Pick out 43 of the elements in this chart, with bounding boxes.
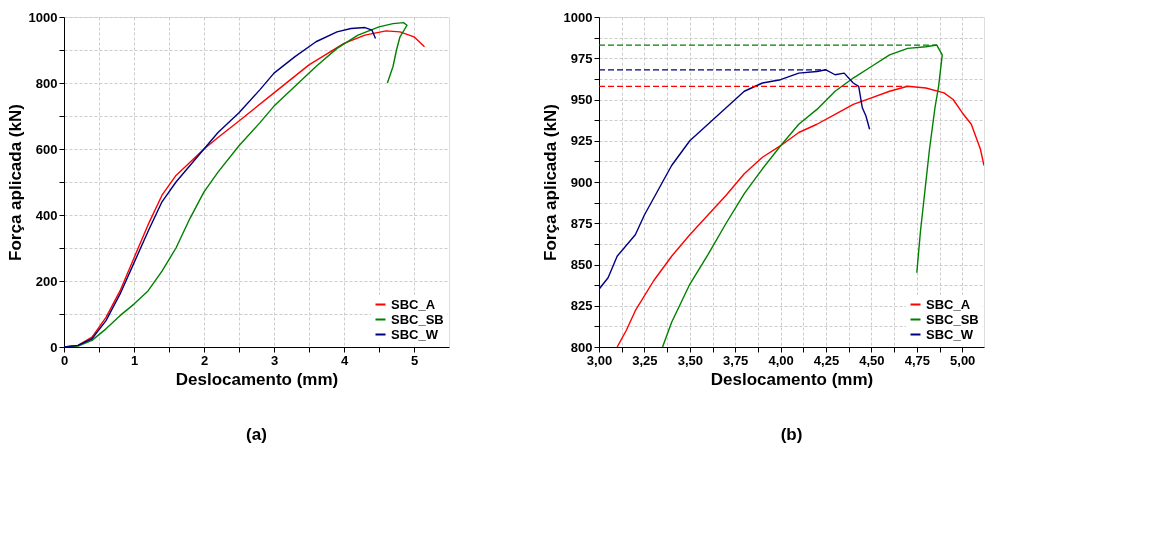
legend-label: SBC_A	[391, 296, 436, 312]
x-tick-label: 5,00	[950, 352, 976, 368]
text: (b)	[780, 425, 803, 444]
text: (a)	[246, 425, 267, 444]
x-tick-label: 2	[200, 352, 209, 368]
legend-label: SBC_W	[391, 326, 439, 342]
legend-label: SBC_A	[926, 296, 971, 312]
x-tick-label: 4,50	[859, 352, 885, 368]
x-tick-label: 4,00	[768, 352, 794, 368]
legend-label: SBC_SB	[391, 311, 444, 327]
y-axis-title: Força aplicada (kN)	[540, 104, 560, 261]
x-tick-label: 5	[410, 352, 419, 368]
y-tick-label: 600	[35, 141, 58, 157]
y-tick-label: 400	[35, 207, 58, 223]
x-tick-label: 3	[270, 352, 279, 368]
y-tick-label: 850	[570, 257, 593, 272]
x-tick-label: 1	[130, 352, 139, 368]
y-tick-label: 900	[570, 174, 593, 190]
y-tick-label: 925	[570, 133, 593, 149]
legend-label: SBC_W	[926, 326, 974, 342]
y-tick-label: 1000	[563, 9, 593, 25]
line-series	[599, 69, 871, 290]
legend-label: SBC_SB	[926, 311, 979, 327]
y-tick-label: 975	[570, 50, 593, 66]
y-tick-label: 800	[35, 75, 58, 91]
y-tick-label: 825	[570, 298, 593, 314]
y-tick-label: 1000	[28, 9, 58, 25]
y-tick-label: 950	[570, 92, 593, 107]
y-tick-label: 875	[570, 215, 593, 231]
y-tick-label: 800	[570, 339, 593, 355]
y-tick-label: 200	[35, 273, 58, 289]
x-axis-title: Deslocamento (mm)	[710, 369, 874, 389]
y-axis-title: Força aplicada (kN)	[5, 104, 25, 261]
x-tick-label: 4,75	[904, 352, 930, 368]
y-tick-label: 0	[50, 339, 58, 355]
x-tick-label: 3,75	[723, 352, 749, 368]
x-tick-label: 4	[340, 352, 349, 368]
x-axis-title: Deslocamento (mm)	[175, 369, 339, 389]
x-tick-label: 4,25	[813, 352, 840, 368]
x-tick-label: 3,25	[632, 352, 658, 368]
x-tick-label: 0	[60, 352, 69, 368]
x-tick-label: 3,50	[677, 352, 703, 368]
x-tick-label: 3,00	[586, 352, 613, 368]
